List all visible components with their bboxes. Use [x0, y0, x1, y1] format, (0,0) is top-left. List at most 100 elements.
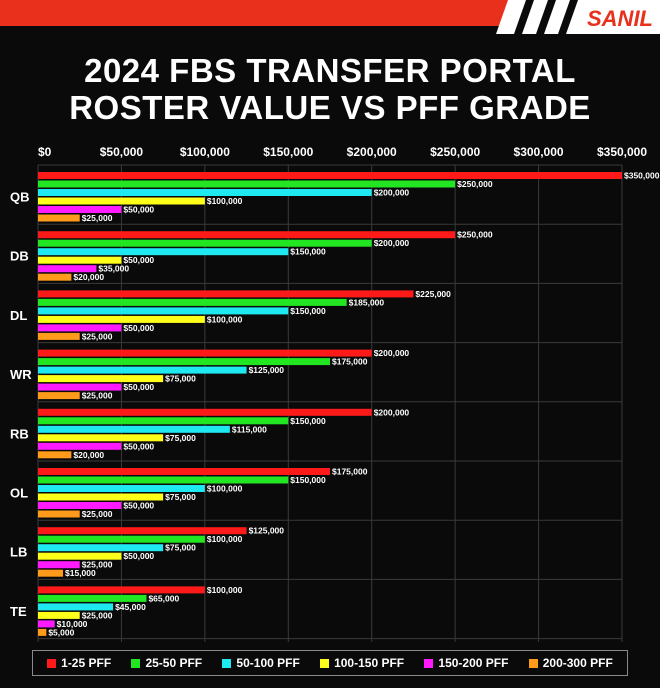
bar-value-label: $150,000: [290, 475, 326, 485]
bar: [38, 214, 80, 222]
bar: [38, 349, 372, 357]
bar-value-label: $50,000: [123, 441, 154, 451]
bar-value-label: $50,000: [123, 255, 154, 265]
category-label: LB: [10, 545, 27, 560]
legend-swatch: [131, 658, 141, 668]
bar-value-label: $100,000: [207, 585, 243, 595]
bar-value-label: $45,000: [115, 602, 146, 612]
bar: [38, 265, 97, 273]
bar: [38, 628, 47, 636]
bar-value-label: $100,000: [207, 314, 243, 324]
bar: [38, 324, 122, 332]
bar: [38, 256, 122, 264]
bar: [38, 197, 205, 205]
bar-value-label: $185,000: [349, 297, 385, 307]
bar-value-label: $100,000: [207, 534, 243, 544]
bar-value-label: $25,000: [82, 213, 113, 223]
legend-item: 150-200 PFF: [424, 656, 508, 670]
bar: [38, 603, 114, 611]
title-line-1: 2024 FBS TRANSFER PORTAL: [84, 52, 576, 89]
category-label: TE: [10, 604, 27, 619]
legend-label: 50-100 PFF: [236, 656, 300, 670]
bar-value-label: $150,000: [290, 306, 326, 316]
legend-swatch: [528, 658, 538, 668]
bar-value-label: $5,000: [48, 627, 74, 637]
title-line-2: ROSTER VALUE VS PFF GRADE: [69, 89, 591, 126]
bar: [38, 535, 205, 543]
category-label: RB: [10, 426, 29, 441]
legend-swatch: [320, 658, 330, 668]
bar-value-label: $100,000: [207, 196, 243, 206]
bar-value-label: $20,000: [73, 272, 104, 282]
logo-background: [496, 0, 660, 34]
bar-value-label: $150,000: [290, 416, 326, 426]
bar-value-label: $20,000: [73, 450, 104, 460]
legend-item: 50-100 PFF: [222, 656, 300, 670]
logo-stripe: [514, 0, 534, 34]
bar-value-label: $200,000: [374, 188, 410, 198]
bar-value-label: $75,000: [165, 492, 196, 502]
bar-value-label: $25,000: [82, 391, 113, 401]
bar-value-label: $200,000: [374, 348, 410, 358]
bar-value-label: $125,000: [249, 365, 285, 375]
category-label: OL: [10, 486, 28, 501]
x-tick-label: $50,000: [100, 145, 144, 159]
bar-value-label: $35,000: [98, 264, 129, 274]
bar-value-label: $175,000: [332, 467, 368, 477]
legend-item: 25-50 PFF: [131, 656, 202, 670]
bar: [38, 561, 80, 569]
bar: [38, 383, 122, 391]
bar-value-label: $50,000: [123, 205, 154, 215]
bar: [38, 180, 456, 188]
bar-value-label: $75,000: [165, 374, 196, 384]
bar-value-label: $350,000: [624, 171, 660, 181]
bar: [38, 493, 164, 501]
bar-value-label: $25,000: [82, 509, 113, 519]
bar-value-label: $250,000: [457, 230, 493, 240]
x-tick-label: $350,000: [597, 145, 647, 159]
bar-value-label: $25,000: [82, 560, 113, 570]
x-tick-label: $300,000: [514, 145, 564, 159]
bar: [38, 451, 72, 459]
legend-item: 1-25 PFF: [47, 656, 111, 670]
bar: [38, 485, 205, 492]
bar: [38, 502, 122, 509]
x-tick-label: $200,000: [347, 145, 397, 159]
logo-text: SANIL: [587, 6, 653, 31]
bar: [38, 239, 372, 247]
bar: [38, 358, 330, 366]
bar: [38, 332, 80, 340]
bar: [38, 552, 122, 560]
bar-value-label: $75,000: [165, 543, 196, 553]
x-tick-label: $100,000: [180, 145, 230, 159]
bar: [38, 375, 164, 383]
legend-item: 100-150 PFF: [320, 656, 404, 670]
bar: [38, 248, 289, 256]
legend-swatch: [222, 658, 232, 668]
bar: [38, 408, 372, 416]
bar-value-label: $175,000: [332, 357, 368, 367]
x-tick-label: $150,000: [263, 145, 313, 159]
bar-value-label: $25,000: [82, 331, 113, 341]
chart-title: 2024 FBS TRANSFER PORTAL ROSTER VALUE VS…: [0, 52, 660, 126]
bar: [38, 315, 205, 323]
legend-label: 25-50 PFF: [145, 656, 203, 670]
logo-stripe: [536, 0, 556, 34]
bar: [38, 189, 372, 196]
bar-value-label: $65,000: [148, 593, 179, 603]
category-label: WR: [10, 367, 32, 382]
bar: [38, 594, 147, 602]
category-label: DB: [10, 249, 29, 264]
bar-value-label: $125,000: [249, 526, 285, 536]
bar: [38, 290, 414, 298]
bar: [38, 611, 80, 619]
bar-value-label: $50,000: [123, 501, 154, 511]
bar: [38, 417, 289, 425]
legend-label: 1-25 PFF: [61, 656, 112, 670]
bar-value-label: $50,000: [123, 382, 154, 392]
bar-value-label: $15,000: [65, 568, 96, 578]
legend-label: 200-300 PFF: [542, 656, 613, 670]
bar: [38, 298, 347, 306]
bar: [38, 476, 289, 484]
